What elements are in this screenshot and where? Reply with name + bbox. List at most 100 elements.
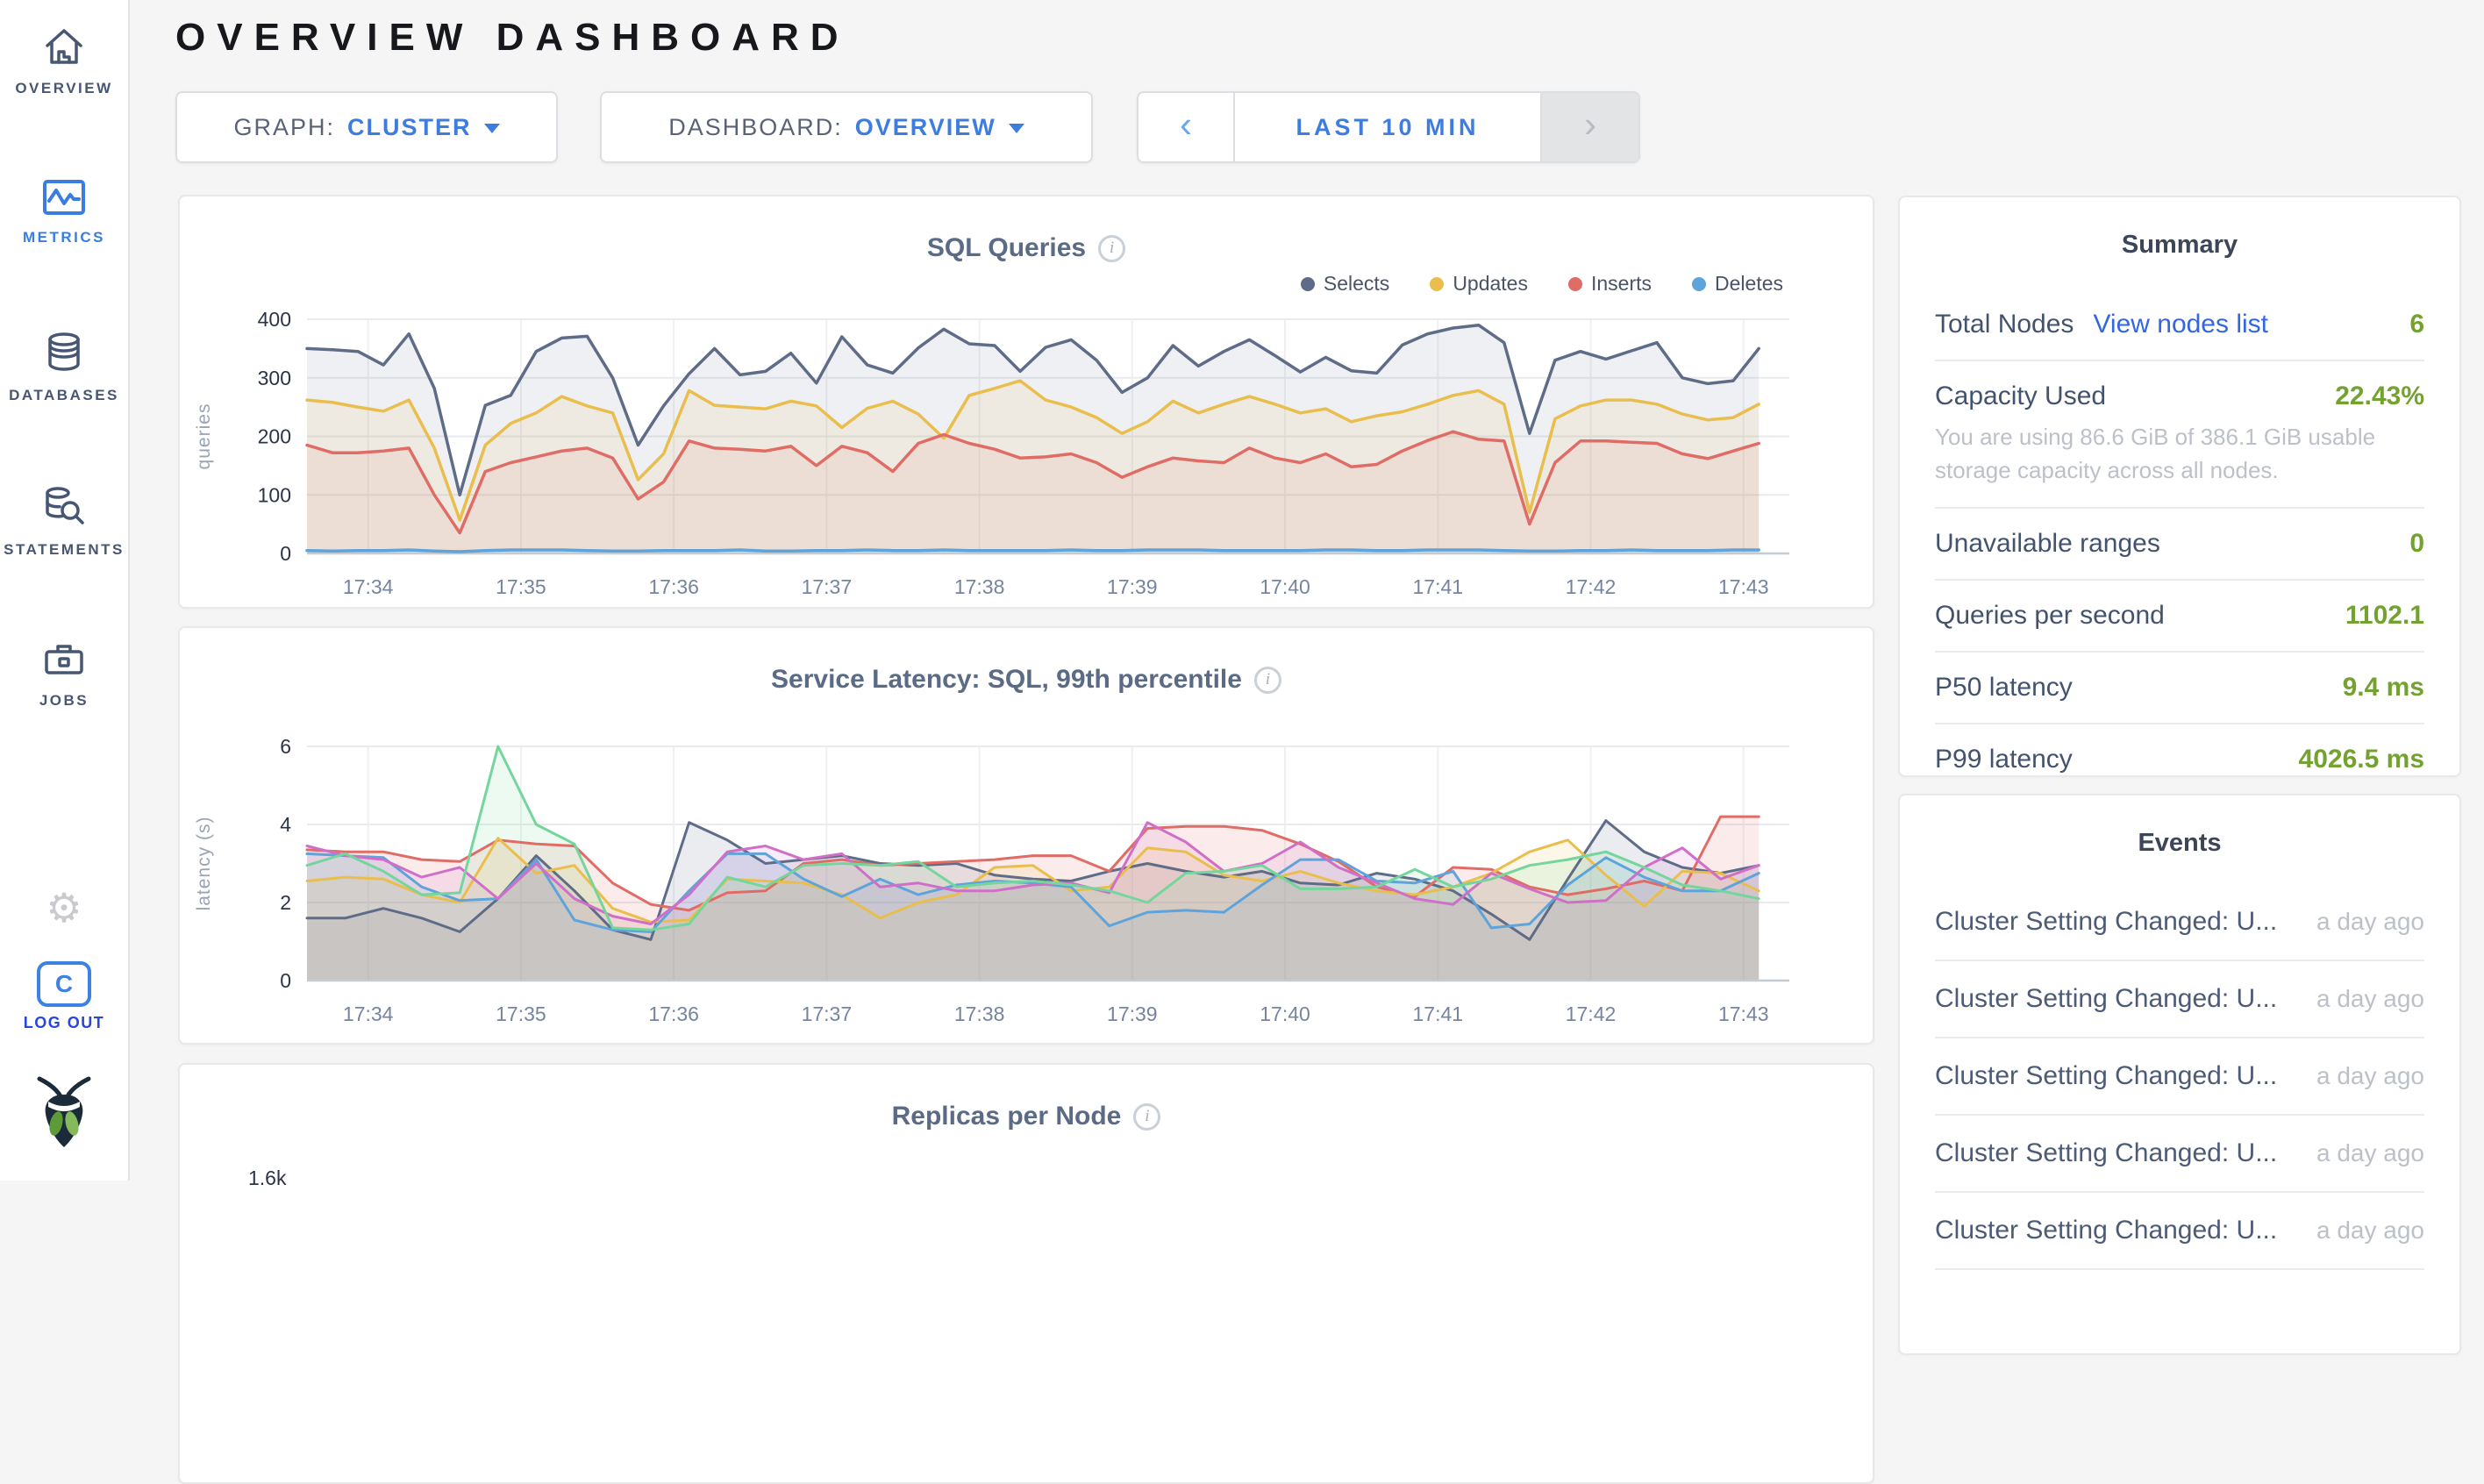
legend-dot-icon: [1300, 276, 1315, 291]
legend-dot-icon: [1567, 276, 1582, 291]
cockroach-logo[interactable]: [0, 1075, 128, 1160]
event-row[interactable]: Cluster Setting Changed: U... a day ago: [1935, 1193, 2424, 1270]
database-icon: [43, 332, 85, 377]
chevron-left-icon: ‹: [1180, 103, 1192, 145]
logout-label: LOG OUT: [23, 1014, 105, 1031]
svg-text:400: 400: [258, 308, 291, 331]
event-text: Cluster Setting Changed: U...: [1935, 1061, 2278, 1090]
replicas-per-node-card: Replicas per Node i 1.6k: [178, 1063, 1874, 1484]
legend-label: Selects: [1323, 272, 1390, 295]
chevron-down-icon: [483, 124, 500, 133]
event-row[interactable]: Cluster Setting Changed: U... a day ago: [1935, 1116, 2424, 1193]
info-icon[interactable]: i: [1098, 234, 1126, 262]
svg-text:17:40: 17:40: [1260, 575, 1310, 598]
svg-text:17:38: 17:38: [954, 575, 1005, 598]
svg-text:latency (s): latency (s): [194, 817, 214, 911]
summary-row-total-nodes: Total Nodes View nodes list 6: [1935, 289, 2424, 361]
cockroach-c-icon: C: [37, 961, 91, 1007]
statements-search-icon: [42, 487, 86, 532]
svg-text:0: 0: [280, 542, 291, 565]
summary-value: 1102.1: [2345, 601, 2424, 630]
svg-text:17:41: 17:41: [1412, 575, 1463, 598]
cockroach-bug-icon: [37, 1076, 91, 1147]
chart-title: SQL Queries: [926, 233, 1087, 262]
legend-item-selects: Selects: [1300, 272, 1390, 296]
service-latency-card: Service Latency: SQL, 99th percentile i …: [178, 626, 1874, 1045]
sidebar-item-label: OVERVIEW: [15, 80, 113, 96]
legend-dot-icon: [1430, 276, 1445, 291]
legend-label: Updates: [1453, 272, 1528, 295]
sql-queries-chart[interactable]: 0 100 200 300 400 17:34 17:35 17:36 17:37 17:38 17…: [180, 298, 1876, 605]
sidebar-item-label: JOBS: [39, 692, 89, 709]
time-next-button[interactable]: ›: [1540, 93, 1638, 161]
capacity-note: You are using 86.6 GiB of 386.1 GiB usab…: [1935, 424, 2376, 483]
legend-item-deletes: Deletes: [1692, 272, 1783, 296]
summary-label: P50 latency: [1935, 673, 2073, 702]
svg-text:6: 6: [280, 735, 291, 758]
summary-value: 6: [2409, 310, 2424, 339]
summary-value: 9.4 ms: [2342, 673, 2424, 702]
sidebar: OVERVIEW METRICS DATABASES STATEMENTS: [0, 0, 130, 1181]
summary-value: 0: [2409, 529, 2424, 558]
event-text: Cluster Setting Changed: U...: [1935, 1138, 2278, 1167]
svg-text:17:41: 17:41: [1412, 1002, 1463, 1025]
dashboard-dropdown[interactable]: DASHBOARD: OVERVIEW: [600, 91, 1093, 163]
briefcase-icon: [42, 645, 86, 682]
legend-label: Inserts: [1590, 272, 1652, 295]
chevron-down-icon: [1008, 124, 1024, 133]
svg-text:300: 300: [258, 367, 291, 389]
sidebar-item-metrics[interactable]: METRICS: [0, 179, 128, 246]
svg-text:queries: queries: [194, 403, 214, 470]
svg-text:17:36: 17:36: [648, 575, 699, 598]
summary-label: Capacity Used: [1935, 382, 2107, 410]
view-nodes-link[interactable]: View nodes list: [2093, 310, 2268, 339]
event-row[interactable]: Cluster Setting Changed: U... a day ago: [1935, 1038, 2424, 1116]
legend-label: Deletes: [1715, 272, 1783, 295]
chart-legend: Selects Updates Inserts Deletes: [1300, 272, 1783, 296]
svg-text:17:42: 17:42: [1566, 575, 1617, 598]
service-latency-chart[interactable]: 0 2 4 6 17:34 17:35 17:36 17:37 17:38 17:39 17:40 1…: [180, 725, 1876, 1032]
home-icon: [43, 29, 85, 70]
summary-value: 4026.5 ms: [2298, 745, 2424, 774]
svg-text:17:43: 17:43: [1718, 575, 1769, 598]
events-title: Events: [2138, 829, 2222, 857]
time-range-value[interactable]: LAST 10 MIN: [1296, 113, 1480, 140]
sidebar-item-label: METRICS: [23, 229, 105, 246]
summary-panel: Summary Total Nodes View nodes list 6 Ca…: [1898, 196, 2461, 777]
sql-queries-card: SQL Queries i Selects Updates Inserts Delet…: [178, 195, 1874, 609]
sidebar-item-overview[interactable]: OVERVIEW: [0, 26, 128, 97]
summary-label: P99 latency: [1935, 745, 2073, 774]
time-range-selector: ‹ LAST 10 MIN ›: [1137, 91, 1640, 163]
summary-title: Summary: [2121, 231, 2238, 259]
sidebar-item-label: STATEMENTS: [4, 541, 125, 558]
logout-button[interactable]: C LOG OUT: [0, 961, 128, 1032]
summary-row-p50: P50 latency 9.4 ms: [1935, 653, 2424, 724]
summary-label: Total Nodes: [1935, 310, 2074, 339]
svg-text:2: 2: [280, 891, 291, 914]
summary-label: Queries per second: [1935, 601, 2165, 630]
event-time: a day ago: [2316, 1216, 2424, 1244]
events-panel: Events Cluster Setting Changed: U... a d…: [1898, 794, 2461, 1355]
gear-icon[interactable]: ⚙: [46, 885, 82, 931]
svg-text:17:36: 17:36: [648, 1002, 699, 1025]
info-icon[interactable]: i: [1253, 666, 1281, 694]
page-title: OVERVIEW DASHBOARD: [175, 16, 850, 59]
time-prev-button[interactable]: ‹: [1138, 93, 1235, 161]
svg-text:100: 100: [258, 483, 291, 506]
svg-text:17:35: 17:35: [496, 575, 546, 598]
svg-text:17:34: 17:34: [343, 1002, 394, 1025]
dashboard-dropdown-label: DASHBOARD:: [668, 113, 843, 140]
event-time: a day ago: [2316, 985, 2424, 1012]
graph-dropdown[interactable]: GRAPH: CLUSTER: [175, 91, 558, 163]
sidebar-item-jobs[interactable]: JOBS: [0, 640, 128, 710]
info-icon[interactable]: i: [1133, 1102, 1161, 1131]
graph-dropdown-label: GRAPH:: [233, 113, 336, 140]
sidebar-item-databases[interactable]: DATABASES: [0, 332, 128, 404]
event-text: Cluster Setting Changed: U...: [1935, 907, 2278, 936]
svg-text:17:37: 17:37: [802, 1002, 853, 1025]
event-row[interactable]: Cluster Setting Changed: U... a day ago: [1935, 961, 2424, 1038]
svg-text:17:35: 17:35: [496, 1002, 546, 1025]
event-row[interactable]: Cluster Setting Changed: U... a day ago: [1935, 884, 2424, 961]
sidebar-item-statements[interactable]: STATEMENTS: [0, 486, 128, 559]
legend-item-inserts: Inserts: [1567, 272, 1652, 296]
